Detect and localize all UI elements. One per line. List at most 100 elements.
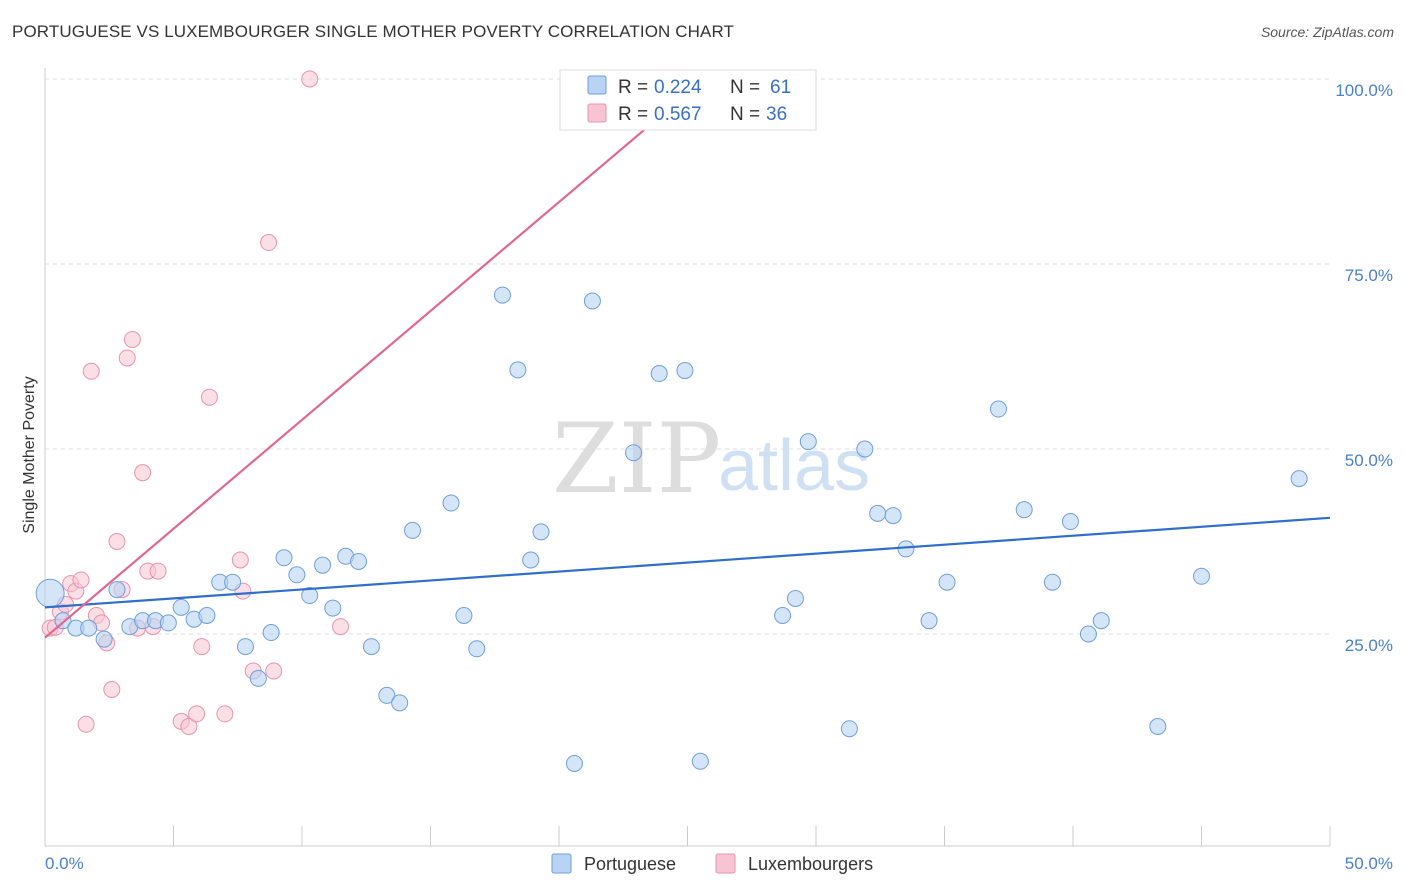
bottom-legend-swatch-luxembourgers: [715, 853, 736, 874]
tick-labels: 25.0% 50.0% 75.0% 100.0% 0.0% 50.0%: [45, 81, 1393, 873]
data-point-portuguese: [884, 507, 902, 525]
legend-r-value-luxembourgers: 0.567: [654, 104, 702, 125]
data-point-portuguese: [1193, 567, 1210, 585]
data-point-portuguese: [80, 619, 98, 637]
data-point-portuguese: [509, 361, 527, 379]
legend-r-value-portuguese: 0.224: [654, 77, 702, 98]
data-point-luxembourgers: [180, 718, 198, 735]
data-point-portuguese: [324, 599, 342, 617]
watermark-atlas: atlas: [718, 426, 870, 506]
data-point-portuguese: [856, 440, 874, 458]
legend-n-label-portuguese: N =: [730, 77, 760, 98]
legend-n-value-luxembourgers: 36: [766, 104, 787, 125]
data-point-portuguese: [1290, 470, 1308, 488]
data-point-portuguese: [442, 494, 460, 512]
data-point-portuguese: [869, 504, 887, 522]
data-point-portuguese: [1092, 612, 1110, 630]
data-point-portuguese: [840, 720, 858, 738]
watermark: ZIP atlas: [552, 403, 870, 515]
data-point-portuguese: [35, 578, 65, 608]
chart-title: PORTUGUESE VS LUXEMBOURGER SINGLE MOTHER…: [12, 22, 734, 41]
axes: [44, 68, 1331, 847]
data-point-portuguese: [301, 587, 319, 605]
data-point-luxembourgers: [260, 234, 278, 252]
data-point-luxembourgers: [82, 362, 100, 380]
data-point-luxembourgers: [118, 349, 136, 367]
data-point-portuguese: [1015, 501, 1033, 519]
data-point-portuguese: [938, 573, 956, 591]
data-point-luxembourgers: [301, 70, 319, 88]
y-tick-label: 100.0%: [1335, 81, 1393, 100]
x-tick-label: 0.0%: [45, 854, 84, 873]
data-point-luxembourgers: [123, 330, 141, 348]
data-point-portuguese: [650, 365, 668, 383]
data-point-luxembourgers: [188, 705, 206, 723]
data-point-portuguese: [897, 540, 915, 558]
trend-lines: [44, 96, 1331, 639]
data-point-portuguese: [404, 521, 422, 539]
data-point-portuguese: [583, 292, 601, 310]
trend-line-luxembourgers: [44, 96, 684, 639]
data-point-portuguese: [468, 640, 486, 658]
data-point-portuguese: [532, 523, 550, 541]
data-point-portuguese: [314, 556, 332, 574]
data-point-portuguese: [224, 573, 242, 591]
data-point-portuguese: [378, 686, 396, 704]
chart-source: Source: ZipAtlas.com: [1260, 24, 1394, 40]
data-point-luxembourgers: [103, 681, 121, 698]
data-point-portuguese: [95, 630, 113, 648]
data-point-portuguese: [1043, 573, 1061, 591]
data-point-luxembourgers: [231, 551, 249, 569]
y-tick-label: 75.0%: [1345, 266, 1393, 285]
data-point-portuguese: [1079, 625, 1097, 643]
data-point-luxembourgers: [134, 464, 152, 482]
legend-r-label-portuguese: R =: [618, 77, 648, 98]
data-point-luxembourgers: [265, 662, 283, 680]
data-point-portuguese: [989, 400, 1007, 418]
data-point-portuguese: [288, 566, 306, 584]
data-point-luxembourgers: [77, 715, 95, 733]
data-point-luxembourgers: [200, 388, 218, 406]
y-axis-title: Single Mother Poverty: [21, 376, 38, 533]
data-point-portuguese: [625, 444, 643, 462]
legend-r-label-luxembourgers: R =: [618, 104, 648, 125]
legend-swatch-portuguese: [587, 75, 607, 95]
data-point-portuguese: [1149, 718, 1167, 735]
y-tick-label: 25.0%: [1345, 636, 1393, 655]
data-point-luxembourgers: [72, 571, 90, 589]
data-point-portuguese: [275, 549, 293, 567]
y-tick-label: 50.0%: [1345, 451, 1393, 470]
legend: R = 0.224 N = 61 R = 0.567 N = 36: [559, 69, 817, 131]
data-point-portuguese: [493, 286, 511, 304]
data-point-portuguese: [159, 614, 177, 632]
grid-lines: [45, 78, 1330, 635]
data-point-portuguese: [1061, 513, 1079, 531]
data-point-portuguese: [350, 552, 368, 570]
data-point-portuguese: [786, 589, 804, 607]
legend-n-value-portuguese: 61: [770, 77, 791, 98]
data-point-portuguese: [198, 607, 216, 624]
bottom-legend-label-portuguese: Portuguese: [584, 854, 676, 874]
data-point-luxembourgers: [149, 562, 167, 580]
data-point-portuguese: [262, 624, 280, 642]
data-point-portuguese: [455, 607, 473, 624]
data-point-luxembourgers: [216, 705, 234, 723]
data-point-portuguese: [920, 612, 938, 630]
series-portuguese-points: [35, 286, 1308, 772]
legend-n-label-luxembourgers: N =: [730, 104, 760, 125]
trend-line-portuguese: [44, 516, 1331, 609]
data-point-portuguese: [522, 551, 540, 569]
data-point-portuguese: [362, 638, 380, 656]
data-point-portuguese: [391, 694, 409, 712]
data-point-portuguese: [172, 598, 190, 616]
data-point-portuguese: [691, 752, 709, 770]
bottom-legend-label-luxembourgers: Luxembourgers: [748, 854, 873, 874]
data-point-portuguese: [676, 362, 694, 380]
data-point-portuguese: [108, 581, 126, 599]
data-point-portuguese: [799, 433, 817, 451]
x-tick-label: 50.0%: [1345, 854, 1393, 873]
data-point-luxembourgers: [193, 638, 211, 656]
data-point-portuguese: [565, 755, 583, 772]
data-point-portuguese: [249, 669, 267, 687]
